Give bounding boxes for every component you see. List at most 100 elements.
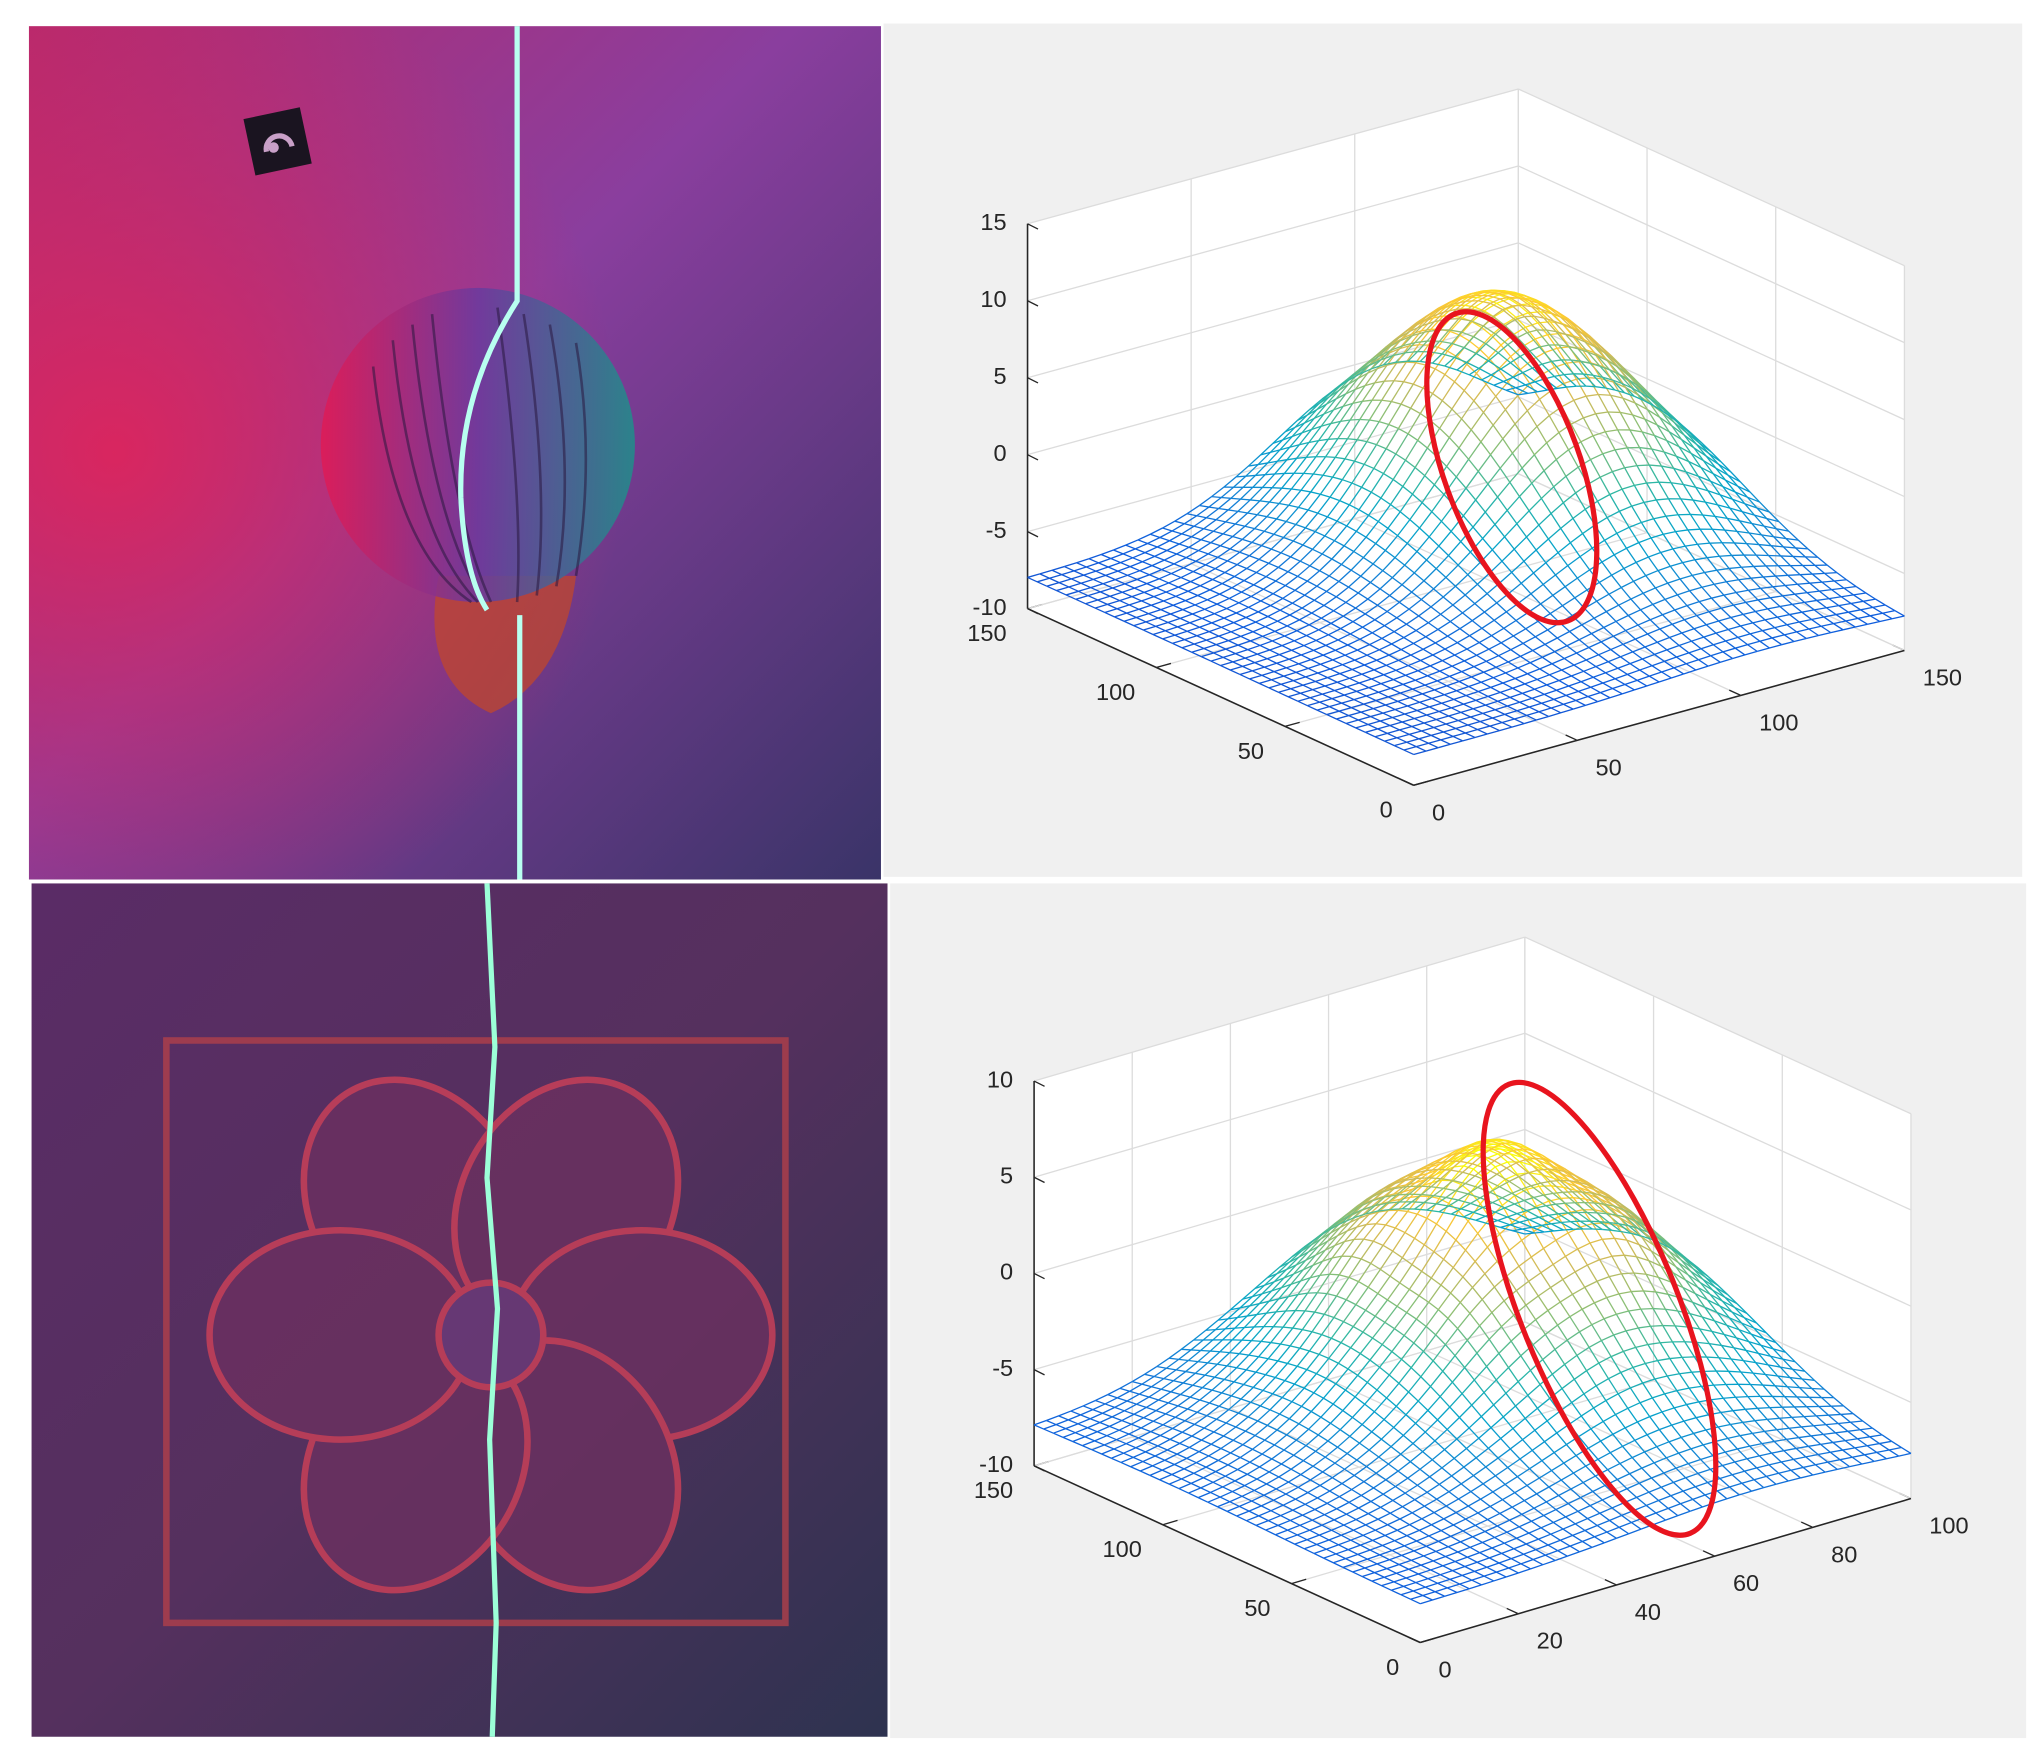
surface-mesh — [1469, 374, 1482, 381]
surface-mesh — [1669, 632, 1682, 639]
surface-mesh — [1635, 380, 1647, 391]
surface-mesh — [1451, 390, 1465, 410]
surface-mesh — [1400, 1594, 1411, 1600]
surface-mesh — [1715, 467, 1729, 476]
surface-mesh — [1727, 628, 1739, 638]
surface-mesh — [1631, 414, 1643, 433]
surface-mesh — [1712, 473, 1724, 487]
surface-mesh — [1574, 337, 1589, 353]
surface-mesh — [1464, 1367, 1475, 1381]
surface-mesh — [1573, 664, 1584, 672]
surface-mesh — [1223, 617, 1234, 624]
surface-mesh — [1748, 1340, 1762, 1346]
surface-mesh — [1543, 317, 1554, 322]
surface-mesh — [1662, 533, 1674, 550]
surface-mesh — [1563, 374, 1577, 387]
surface-mesh — [1109, 595, 1120, 602]
surface-mesh — [1196, 515, 1207, 519]
surface-mesh — [1493, 1404, 1504, 1418]
tick-mark — [1291, 1578, 1307, 1585]
surface-mesh — [1248, 463, 1259, 467]
surface-mesh — [1310, 654, 1324, 661]
surface-mesh — [1540, 308, 1554, 322]
surface-mesh — [1232, 525, 1246, 538]
surface-mesh — [1622, 1439, 1636, 1447]
surface-mesh — [1261, 473, 1276, 488]
surface-mesh — [1337, 419, 1351, 439]
surface-mesh — [1521, 692, 1533, 699]
surface-mesh — [1356, 1459, 1367, 1468]
surface-mesh — [1181, 533, 1192, 538]
surface-mesh — [1360, 1494, 1372, 1502]
surface-mesh — [1569, 1545, 1581, 1553]
surface-mesh — [1482, 1483, 1494, 1493]
surface-mesh — [1293, 456, 1307, 474]
surface-mesh — [1073, 570, 1084, 576]
surface-mesh — [1286, 619, 1300, 627]
surface-mesh — [1682, 559, 1696, 564]
surface-mesh — [1080, 582, 1091, 589]
surface-mesh — [1396, 345, 1410, 364]
surface-mesh — [1733, 604, 1744, 615]
surface-mesh — [1472, 1530, 1486, 1538]
surface-mesh — [1133, 625, 1144, 631]
surface-mesh — [1478, 1427, 1492, 1439]
surface-mesh — [1414, 1499, 1425, 1507]
surface-mesh — [1162, 520, 1176, 529]
surface-mesh — [1750, 1383, 1763, 1386]
surface-mesh — [1527, 1394, 1539, 1409]
surface-mesh — [1753, 1327, 1767, 1334]
grid-line — [1518, 88, 1905, 267]
surface-mesh — [1554, 373, 1565, 378]
surface-mesh — [1465, 694, 1477, 701]
surface-mesh — [1816, 597, 1830, 602]
surface-mesh — [1426, 710, 1440, 716]
surface-mesh — [1346, 1507, 1359, 1515]
surface-mesh — [1459, 334, 1470, 342]
surface-mesh — [1471, 1575, 1485, 1581]
surface-mesh — [1685, 471, 1699, 477]
surface-mesh — [1382, 557, 1396, 572]
surface-mesh — [1142, 555, 1155, 563]
surface-mesh — [1612, 683, 1626, 690]
surface-mesh — [1371, 625, 1385, 634]
surface-mesh — [1292, 1509, 1303, 1516]
surface-mesh — [1410, 1598, 1421, 1605]
surface-mesh — [1190, 581, 1201, 587]
surface-mesh — [1151, 600, 1164, 606]
surface-mesh — [1333, 610, 1344, 617]
surface-mesh — [1535, 549, 1547, 564]
surface-mesh — [1292, 432, 1303, 438]
surface-mesh — [1455, 458, 1470, 478]
surface-mesh — [1525, 326, 1536, 340]
surface-mesh — [1446, 1417, 1460, 1430]
surface-mesh — [1287, 692, 1301, 698]
surface-mesh — [1319, 1273, 1330, 1277]
surface-mesh — [1301, 599, 1315, 609]
surface-mesh — [1475, 499, 1486, 513]
surface-mesh — [1411, 580, 1425, 593]
surface-mesh — [1671, 623, 1683, 634]
surface-mesh — [1473, 660, 1487, 668]
surface-mesh — [1447, 1541, 1461, 1548]
surface-mesh — [1724, 529, 1737, 532]
surface-mesh — [1541, 363, 1555, 377]
surface-mesh — [1306, 570, 1320, 582]
surface-mesh — [1329, 668, 1341, 675]
surface-mesh — [1417, 665, 1431, 672]
surface-mesh — [1565, 333, 1579, 350]
surface-mesh — [1417, 439, 1428, 449]
surface-mesh — [1138, 608, 1149, 615]
surface-mesh — [1221, 622, 1234, 628]
surface-mesh — [1752, 622, 1763, 632]
surface-mesh — [1526, 714, 1537, 721]
surface-mesh — [1429, 665, 1441, 672]
grid-line — [1027, 396, 1519, 533]
surface-mesh — [1592, 431, 1606, 437]
surface-mesh — [1053, 1432, 1064, 1438]
surface-mesh — [1428, 307, 1442, 316]
surface-mesh — [1598, 574, 1612, 583]
surface-mesh — [1854, 1445, 1868, 1449]
x-tick-label: 0 — [1432, 799, 1445, 825]
surface-mesh — [1207, 599, 1218, 605]
